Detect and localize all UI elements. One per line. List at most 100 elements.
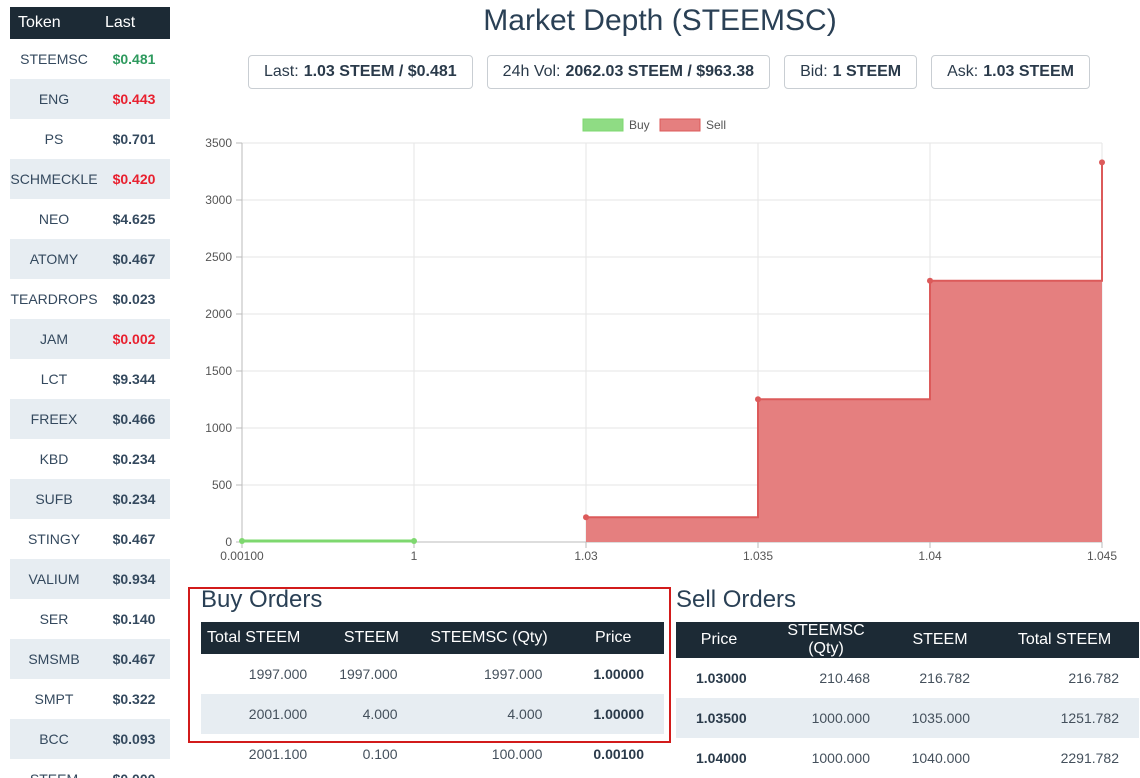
- y-tick-label: 0: [225, 535, 232, 549]
- sell-orders-title: Sell Orders: [676, 586, 797, 613]
- legend-buy-swatch: [582, 118, 624, 132]
- sidebar-token-row[interactable]: STINGY $0.467: [10, 519, 170, 559]
- sidebar-token-name: ENG: [38, 91, 70, 107]
- stat-volume-value: 2062.03 STEEM / $963.38: [565, 63, 755, 80]
- stat-last: Last: 1.03 STEEM / $0.481: [248, 55, 473, 89]
- sidebar-token-price: $0.467: [112, 651, 156, 667]
- stat-ask-label: Ask:: [947, 63, 979, 80]
- sidebar-token-row[interactable]: TEARDROPS $0.023: [10, 279, 170, 319]
- sidebar-token-price: $0.093: [112, 731, 156, 747]
- table-cell: 4.000: [327, 694, 416, 734]
- sidebar-token-price: $0.934: [112, 571, 156, 587]
- sidebar-token-row[interactable]: ENG $0.443: [10, 79, 170, 119]
- sidebar-token-row[interactable]: VALIUM $0.934: [10, 559, 170, 599]
- sidebar-token-name: STEEMSC: [20, 51, 88, 67]
- sell-point: [1099, 159, 1105, 166]
- sidebar-token-price: $0.466: [112, 411, 156, 427]
- sidebar-token-price: $0.023: [112, 291, 156, 307]
- buy-header-price[interactable]: Price: [562, 622, 664, 654]
- buy-orders-table: Total STEEM STEEM STEEMSC (Qty) Price 19…: [201, 622, 664, 774]
- sidebar-token-name: FREEX: [30, 411, 78, 427]
- sidebar-token-name: VALIUM: [28, 571, 80, 587]
- sidebar-token-row[interactable]: LCT $9.344: [10, 359, 170, 399]
- sidebar-token-price: $4.625: [112, 211, 156, 227]
- table-cell: 1000.000: [811, 750, 870, 766]
- sidebar-token-row[interactable]: SMPT $0.322: [10, 679, 170, 719]
- table-row[interactable]: 2001.000 4.000 4.000 1.00000: [201, 694, 664, 734]
- table-cell: 1.03500: [676, 698, 762, 738]
- y-tick-label: 3000: [205, 193, 232, 207]
- table-cell: 0.00100: [593, 746, 644, 762]
- sidebar-token-price: $0.481: [112, 51, 156, 67]
- sell-point: [927, 277, 933, 284]
- table-row[interactable]: 1.03500 1000.000 1035.000 1251.782: [676, 698, 1139, 738]
- sell-header-total-steem[interactable]: Total STEEM: [990, 622, 1139, 658]
- page-title: Market Depth (STEEMSC): [483, 4, 837, 37]
- x-tick-label: 1.045: [1087, 549, 1117, 563]
- token-column-header[interactable]: Token: [18, 14, 61, 31]
- sidebar-token-name: ATOMY: [29, 251, 79, 267]
- sidebar-token-name: SUFB: [35, 491, 73, 507]
- last-column-header[interactable]: Last: [105, 14, 136, 31]
- buy-header-steem[interactable]: STEEM: [327, 622, 416, 654]
- sell-orders-header-row: Price STEEMSC (Qty) STEEM Total STEEM: [676, 622, 1139, 658]
- sidebar-token-row[interactable]: STEEM$0.000: [10, 759, 170, 778]
- buy-header-qty[interactable]: STEEMSC (Qty): [415, 622, 563, 654]
- table-cell: 1035.000: [890, 698, 990, 738]
- buy-header-total-steem[interactable]: Total STEEM: [201, 622, 328, 654]
- sidebar-token-row[interactable]: ATOMY $0.467: [10, 239, 170, 279]
- table-cell: 1.03000: [696, 670, 747, 686]
- sidebar-token-price: $9.344: [112, 371, 156, 387]
- sidebar-token-row[interactable]: STEEMSC $0.481: [10, 39, 170, 79]
- y-tick-label: 1000: [205, 421, 232, 435]
- sell-line: [586, 162, 1103, 519]
- stat-last-value: 1.03 STEEM / $0.481: [303, 63, 457, 80]
- sidebar-token-price: $0.443: [112, 91, 156, 107]
- sidebar-token-name: BCC: [39, 731, 69, 747]
- sell-header-price[interactable]: Price: [676, 622, 762, 658]
- sidebar-token-name: TEARDROPS: [10, 291, 98, 307]
- sidebar-token-list: STEEMSC $0.481 ENG $0.443 PS $0.701 SCHMECKLE $…: [10, 39, 170, 778]
- sell-header-qty[interactable]: STEEMSC (Qty): [762, 622, 890, 658]
- sidebar-token-row[interactable]: BCC $0.093: [10, 719, 170, 759]
- table-cell: 210.468: [819, 670, 870, 686]
- sidebar-token-row[interactable]: SMSMB $0.467: [10, 639, 170, 679]
- sidebar-token-price: $0.467: [112, 531, 156, 547]
- table-row[interactable]: 1997.000 1997.000 1997.000 1.00000: [201, 654, 664, 694]
- stat-bid-label: Bid:: [800, 63, 828, 80]
- legend-sell-swatch: [659, 118, 701, 132]
- table-row[interactable]: 1.03000 210.468 216.782 216.782: [676, 658, 1139, 698]
- sidebar-token-row[interactable]: NEO $4.625: [10, 199, 170, 239]
- sidebar-token-row[interactable]: PS $0.701: [10, 119, 170, 159]
- x-tick-label: 1.04: [918, 549, 942, 563]
- stat-ask: Ask: 1.03 STEEM: [931, 55, 1090, 89]
- sidebar-token-price: $0.002: [112, 331, 156, 347]
- sell-header-steem[interactable]: STEEM: [890, 622, 990, 658]
- sidebar-token-price: $0.000: [98, 771, 170, 778]
- sell-area: [586, 162, 1102, 542]
- stat-24h-volume: 24h Vol: 2062.03 STEEM / $963.38: [486, 55, 771, 89]
- sidebar-token-row[interactable]: SER $0.140: [10, 599, 170, 639]
- market-depth-chart: 0 500 1000 1500 2000 2500 3000 3500 0.00100 1 1.03…: [205, 118, 1117, 563]
- table-cell: 2001.000: [201, 694, 328, 734]
- sidebar-token-row[interactable]: SCHMECKLE $0.420: [10, 159, 170, 199]
- sidebar-token-price: $0.234: [112, 491, 156, 507]
- sidebar-token-row[interactable]: SUFB $0.234: [10, 479, 170, 519]
- sidebar-token-row[interactable]: JAM $0.002: [10, 319, 170, 359]
- table-cell: 0.100: [362, 746, 398, 762]
- table-row[interactable]: 1.04000 1000.000 1040.000 2291.782: [676, 738, 1139, 778]
- sidebar-header: Token Last: [10, 7, 170, 39]
- sidebar-token-name: KBD: [39, 451, 69, 467]
- table-row[interactable]: 2001.100 0.100 100.000 0.00100: [201, 734, 664, 774]
- sidebar-token-name: STEEM: [10, 771, 98, 778]
- stat-last-label: Last:: [264, 63, 299, 80]
- buy-orders-title: Buy Orders: [201, 586, 323, 613]
- sidebar-token-name: SMSMB: [28, 651, 80, 667]
- y-tick-label: 2000: [205, 307, 232, 321]
- sidebar-token-row[interactable]: KBD $0.234: [10, 439, 170, 479]
- table-cell: 1.00000: [562, 694, 664, 734]
- sell-orders-table: Price STEEMSC (Qty) STEEM Total STEEM 1.…: [676, 622, 1139, 778]
- sidebar-token-row[interactable]: FREEX $0.466: [10, 399, 170, 439]
- table-cell: 1251.782: [990, 698, 1139, 738]
